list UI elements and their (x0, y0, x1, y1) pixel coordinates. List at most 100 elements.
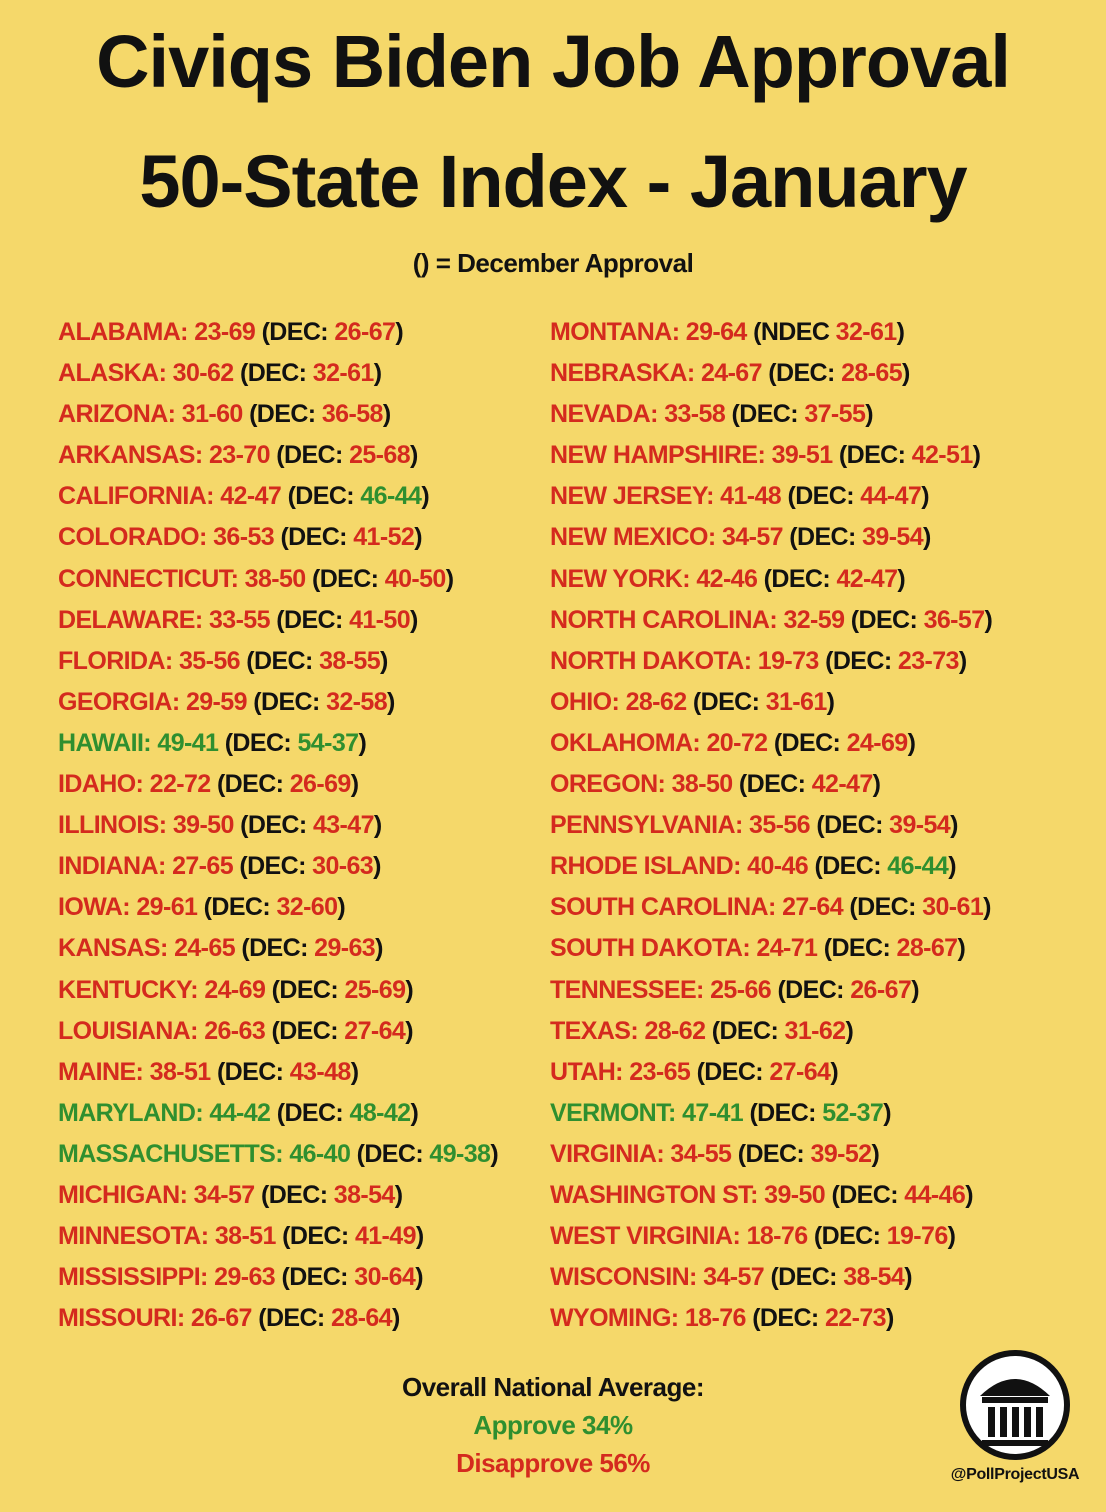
december-label: (DEC: (253, 687, 320, 716)
december-approval: 32-61 (312, 359, 375, 388)
page-title-line1: Civiqs Biden Job Approval (96, 20, 1011, 103)
january-approval: 30-62 (172, 359, 235, 388)
december-close: ) (410, 441, 418, 470)
january-approval: 23-65 (629, 1057, 691, 1086)
december-approval: 25-69 (344, 975, 406, 1004)
state-name: TENNESSEE: (550, 975, 704, 1004)
state-row: MISSOURI: 26-67 (DEC: 28-64) (58, 1298, 498, 1339)
december-close: ) (373, 811, 382, 840)
january-approval: 47-41 (682, 1098, 744, 1127)
december-approval: 24-69 (846, 728, 909, 757)
state-row: NEVADA: 33-58 (DEC: 37-55) (550, 394, 992, 435)
january-approval: 32-59 (783, 605, 845, 634)
january-approval: 24-67 (700, 359, 763, 388)
december-close: ) (350, 1057, 359, 1086)
december-label: (DEC: (813, 1222, 881, 1251)
state-name: MISSISSIPPI: (58, 1263, 208, 1292)
december-approval: 43-48 (289, 1057, 352, 1086)
state-name: NEW HAMPSHIRE: (550, 441, 766, 470)
december-close: ) (872, 770, 881, 799)
state-name: ARKANSAS: (58, 441, 203, 470)
december-approval: 26-69 (289, 770, 352, 799)
january-approval: 38-50 (244, 564, 307, 593)
december-close: ) (382, 400, 391, 429)
january-approval: 18-76 (746, 1222, 809, 1251)
december-close: ) (387, 687, 395, 716)
december-approval: 31-62 (784, 1016, 847, 1045)
december-label: (DEC: (224, 728, 292, 757)
january-approval: 34-57 (703, 1263, 765, 1292)
state-row: CONNECTICUT: 38-50 (DEC: 40-50) (58, 559, 498, 600)
state-row: WASHINGTON ST: 39-50 (DEC: 44-46) (550, 1175, 992, 1216)
state-row: IOWA: 29-61 (DEC: 32-60) (58, 887, 498, 928)
december-approval: 36-57 (923, 605, 986, 634)
state-row: ARIZONA: 31-60 (DEC: 36-58) (58, 394, 498, 435)
january-approval: 19-73 (757, 646, 820, 675)
december-close: ) (911, 975, 919, 1004)
december-approval: 39-54 (862, 523, 924, 552)
state-name: ALASKA: (58, 359, 167, 388)
state-row: VERMONT: 47-41 (DEC: 52-37) (550, 1093, 992, 1134)
state-name: DELAWARE: (58, 605, 203, 634)
state-name: SOUTH DAKOTA: (550, 934, 751, 963)
state-name: INDIANA: (58, 852, 166, 881)
december-close: ) (410, 1098, 419, 1127)
december-label: (DEC: (216, 1057, 284, 1086)
state-name: GEORGIA: (58, 687, 180, 716)
december-label: (DEC: (282, 1222, 349, 1251)
december-approval: 44-46 (904, 1180, 966, 1209)
december-approval: 31-61 (765, 687, 828, 716)
state-name: IOWA: (58, 893, 131, 922)
december-label: (DEC: (356, 1139, 424, 1168)
december-approval: 30-63 (312, 852, 374, 881)
january-approval: 39-50 (172, 811, 235, 840)
state-name: MASSACHUSETTS: (58, 1139, 284, 1168)
january-approval: 46-40 (289, 1139, 351, 1168)
december-label: (DEC: (246, 646, 313, 675)
january-approval: 20-72 (706, 728, 769, 757)
state-name: NEW YORK: (550, 564, 691, 593)
state-row: MINNESOTA: 38-51 (DEC: 41-49) (58, 1216, 498, 1257)
state-name: WISCONSIN: (550, 1263, 697, 1292)
december-close: ) (414, 523, 422, 552)
december-close: ) (958, 646, 967, 675)
december-label: (DEC: (239, 852, 306, 881)
december-approval: 23-73 (897, 646, 960, 675)
state-row: NEW JERSEY: 41-48 (DEC: 44-47) (550, 476, 992, 517)
state-name: SOUTH CAROLINA: (550, 893, 776, 922)
state-row: NORTH CAROLINA: 32-59 (DEC: 36-57) (550, 600, 993, 641)
december-close: ) (948, 852, 956, 881)
state-name: NEVADA: (550, 400, 658, 429)
december-label: (DEC: (768, 359, 835, 388)
state-name: FLORIDA: (58, 646, 173, 675)
state-name: MISSOURI: (58, 1304, 185, 1333)
january-approval: 42-47 (220, 482, 282, 511)
january-approval: 29-59 (185, 687, 248, 716)
state-name: OKLAHOMA: (550, 728, 701, 757)
december-close: ) (871, 1139, 880, 1168)
january-approval: 33-55 (208, 605, 271, 634)
december-approval: 32-58 (326, 687, 388, 716)
january-approval: 38-51 (214, 1222, 277, 1251)
december-label: (DEC: (311, 564, 379, 593)
state-row: HAWAII: 49-41 (DEC: 54-37) (58, 723, 498, 764)
december-close: ) (380, 646, 388, 675)
state-row: CALIFORNIA: 42-47 (DEC: 46-44) (58, 476, 498, 517)
state-name: MICHIGAN: (58, 1180, 188, 1209)
state-row: MICHIGAN: 34-57 (DEC: 38-54) (58, 1175, 498, 1216)
december-label: (DEC: (770, 1263, 837, 1292)
december-label: (DEC: (849, 893, 916, 922)
december-close: ) (965, 1180, 973, 1209)
december-label: (DEC: (276, 441, 343, 470)
january-approval: 23-70 (208, 441, 271, 470)
january-approval: 44-42 (209, 1098, 271, 1127)
january-approval: 29-63 (214, 1263, 276, 1292)
state-row: MONTANA: 29-64 (NDEC 32-61) (550, 312, 992, 353)
january-approval: 38-51 (149, 1057, 212, 1086)
december-label: (DEC: (752, 1304, 819, 1333)
december-approval: 29-63 (314, 934, 376, 963)
january-approval: 25-66 (710, 975, 772, 1004)
state-row: NEW MEXICO: 34-57 (DEC: 39-54) (550, 517, 992, 558)
state-row: FLORIDA: 35-56 (DEC: 38-55) (58, 641, 498, 682)
december-close: ) (375, 934, 383, 963)
